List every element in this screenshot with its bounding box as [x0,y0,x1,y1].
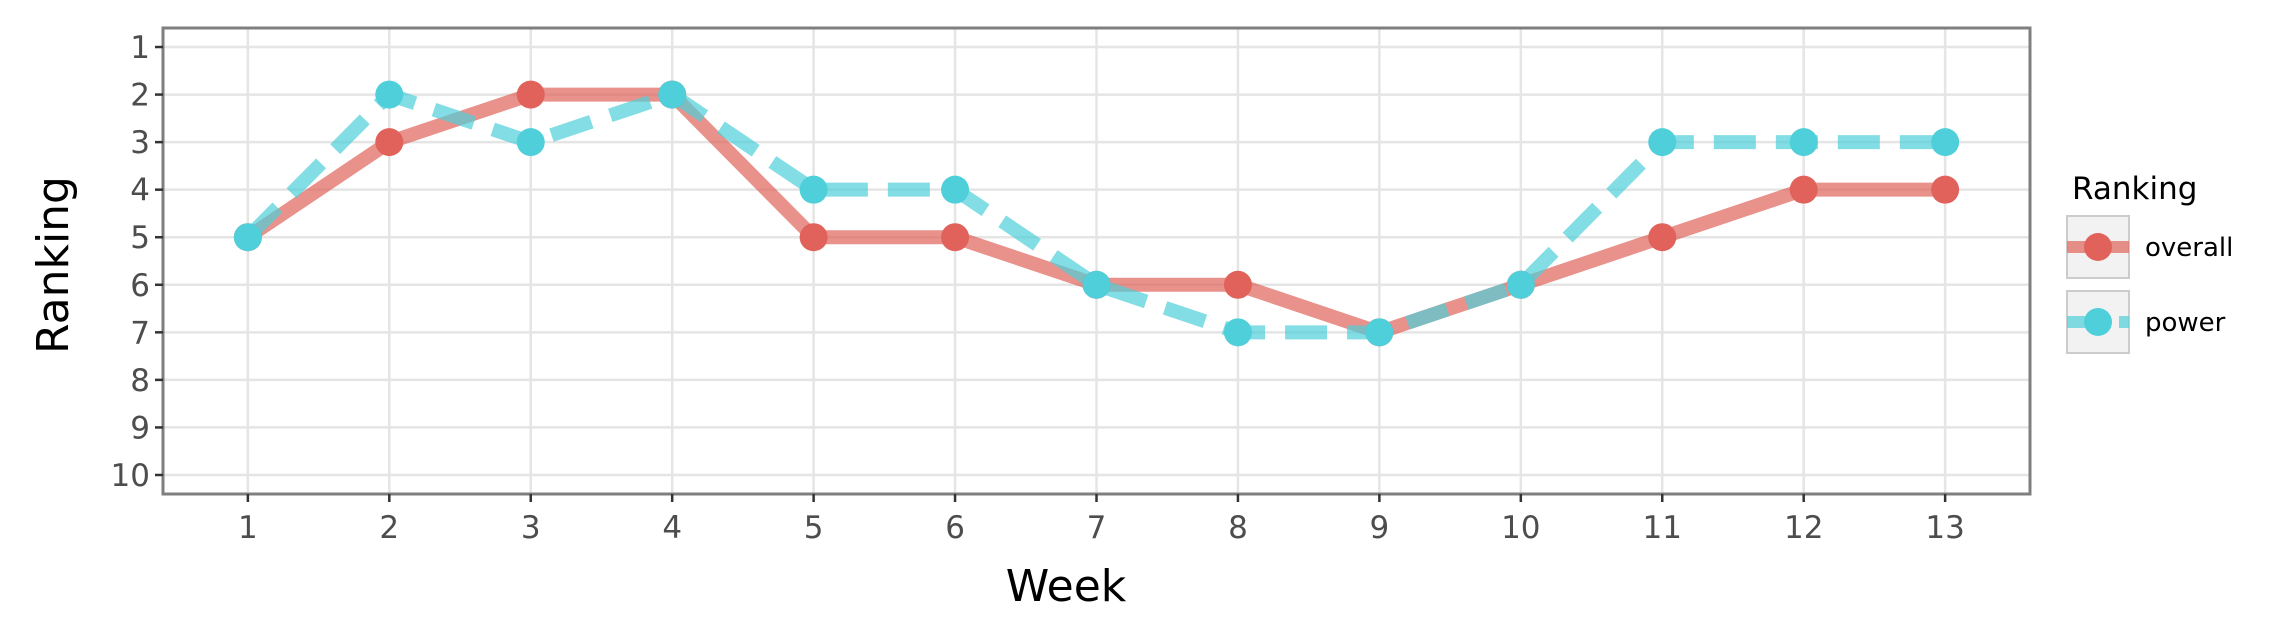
x-tick-label: 4 [662,510,682,546]
point-overall [516,80,545,109]
x-tick-label: 2 [379,510,399,546]
point-power [799,175,828,204]
point-overall [1931,175,1960,204]
point-power [1223,318,1252,347]
x-tick-label: 6 [945,510,965,546]
point-power [1931,128,1960,157]
point-overall [941,223,970,252]
x-tick-label: 1 [238,510,258,546]
point-power [1789,128,1818,157]
point-overall [799,223,828,252]
y-tick-label: 9 [130,410,150,446]
legend-key-marker [2084,308,2112,336]
point-power [1365,318,1394,347]
point-overall [375,128,404,157]
x-tick-label: 10 [1501,510,1540,546]
x-tick-label: 9 [1370,510,1390,546]
point-overall [1223,270,1252,299]
point-power [1082,270,1111,299]
legend-label: overall [2145,233,2233,263]
legend-label: power [2145,308,2226,338]
x-tick-label: 12 [1784,510,1823,546]
y-tick-label: 10 [111,458,150,494]
point-power [375,80,404,109]
point-power [941,175,970,204]
y-tick-label: 5 [130,220,150,256]
point-power [516,128,545,157]
x-tick-label: 7 [1087,510,1107,546]
y-tick-label: 6 [130,268,150,304]
x-tick-label: 13 [1925,510,1964,546]
y-tick-label: 3 [130,125,150,161]
y-tick-label: 2 [130,78,150,114]
y-tick-label: 4 [130,173,150,209]
point-overall [1648,223,1677,252]
legend-item-overall: overall [2066,215,2233,279]
y-axis-title: Ranking [28,176,79,354]
y-tick-label: 7 [130,315,150,351]
point-overall [1789,175,1818,204]
x-tick-label: 3 [521,510,541,546]
x-tick-label: 5 [804,510,824,546]
legend-key-marker [2084,233,2112,261]
y-tick-label: 8 [130,363,150,399]
point-power [658,80,687,109]
legend-item-power: power [2066,290,2226,354]
point-power [1648,128,1677,157]
legend-title: Ranking [2072,171,2197,207]
series-lines [233,80,1960,347]
y-tick-label: 1 [130,30,150,66]
x-tick-label: 8 [1228,510,1248,546]
x-tick-label: 11 [1643,510,1682,546]
point-power [1506,270,1535,299]
legend: Ranking overall power [2066,171,2233,354]
point-power [233,223,262,252]
x-axis-title: Week [1006,561,1127,612]
